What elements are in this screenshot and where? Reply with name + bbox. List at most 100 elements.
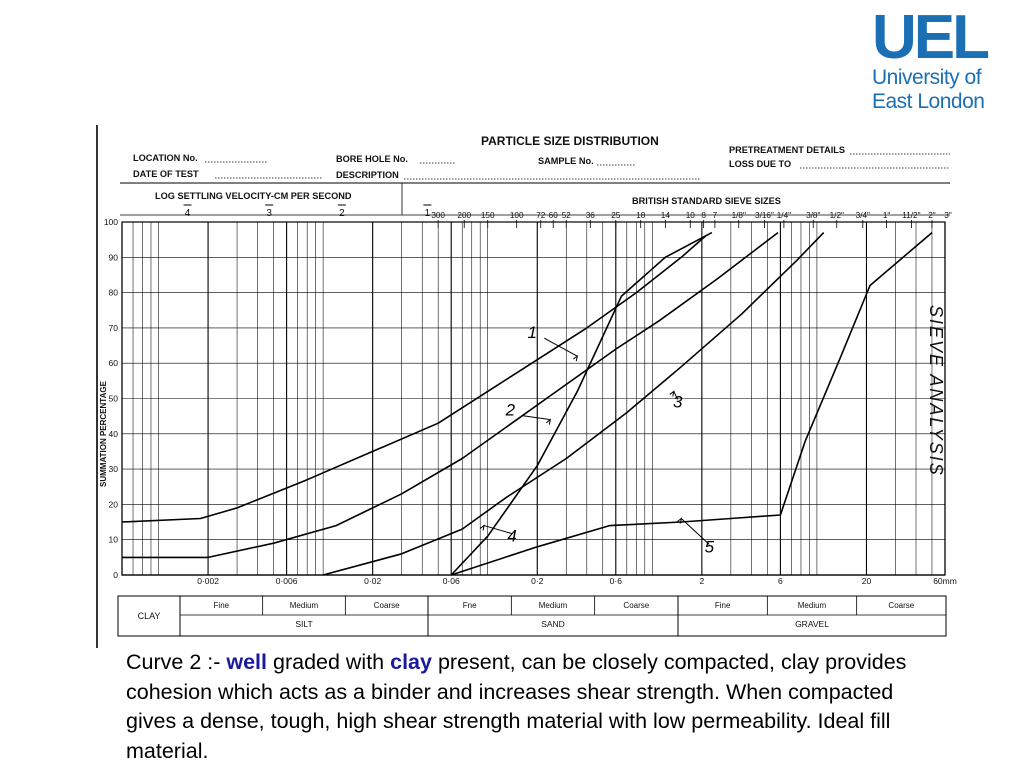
loss-field: LOSS DUE TO [729,159,791,169]
chart-series [121,231,933,576]
velocity-tick-label: 4 [185,208,191,219]
y-tick-label: 20 [109,499,119,509]
series-line-1 [121,235,706,523]
form-border [96,125,950,648]
sieve-tick-label: 60 [549,211,559,220]
annotation-4: 4 [479,524,517,546]
sieve-tick-label: 11/2" [902,211,920,220]
annotation-arrowhead [545,418,552,425]
caption-prefix: Curve 2 :- [126,650,227,674]
velocity-tick-label: 1 [425,208,431,219]
y-tick-label: 10 [109,535,119,545]
velocity-tick-label: 3 [266,208,272,219]
sieve-tick-label: 3/8" [806,211,820,220]
x-tick-label: 0·02 [364,576,381,586]
annotation-arrowhead [572,354,579,362]
class-sub-label: Medium [290,601,319,610]
y-tick-label: 40 [109,429,119,439]
annotation-arrow [673,391,679,400]
logo-name-line-2: East London [872,90,985,113]
velocity-tick-label: 2 [339,208,345,219]
series-line-3 [322,232,825,576]
class-sub-label: Fine [715,601,731,610]
sieve-tick-label: 8 [701,211,706,220]
class-sub-label: Coarse [888,601,914,610]
annotation-label: 2 [505,401,516,420]
sieve-tick-label: 1/8" [732,211,746,220]
annotation-arrowhead [479,524,485,531]
y-tick-label: 90 [109,252,119,262]
y-tick-label: 70 [109,323,119,333]
annotation-label: 1 [528,323,537,342]
sieve-tick-label: 52 [562,211,572,220]
x-tick-label: 60mm [933,576,957,586]
form-fill-lines [205,153,950,180]
x-tick-label: 0·002 [197,576,219,586]
annotation-arrowhead [669,390,675,397]
class-fraction-label: SILT [295,619,312,629]
annotation-arrow [522,415,551,421]
sieve-tick-label: 25 [611,211,621,220]
annotation-arrow [483,525,513,535]
class-sub-label: Fne [463,601,477,610]
form-title: PARTICLE SIZE DISTRIBUTION [481,134,659,148]
x-tick-label: 0·006 [276,576,298,586]
class-sub-label: Medium [798,601,827,610]
series-line-2 [122,231,779,559]
x-tick-label: 0·06 [443,576,460,586]
sieve-tick-label: 10 [686,211,696,220]
annotation-arrow [680,518,710,545]
sieve-tick-label: 100 [510,211,524,220]
annotation-arrow [544,337,578,357]
caption-highlight-well: well [226,650,268,674]
sieve-label: BRITISH STANDARD SIEVE SIZES [632,196,781,206]
sieve-tick-label: 2" [928,211,936,220]
caption-text: Curve 2 :- well graded with clay present… [126,648,926,766]
caption-highlight-clay: clay [390,650,432,674]
sieve-tick-label: 72 [536,211,546,220]
y-tick-label: 100 [104,217,118,227]
borehole-field: BORE HOLE No. [336,154,408,164]
sieve-tick-label: 1/2" [830,211,844,220]
class-sub-label: Fine [214,601,230,610]
x-tick-label: 2 [699,576,704,586]
series-line-4 [450,231,713,576]
classification-table: CLAY Fine Medium Coarse SILT Fne Medium Coarse S… [117,595,947,637]
date-field: DATE OF TEST [133,169,199,179]
annotation-5: 5 [677,517,715,557]
sieve-tick-label: 200 [457,211,471,220]
chart-gridlines [121,220,946,576]
x-tick-label: 0·2 [531,576,544,586]
location-field: LOCATION No. [133,153,198,163]
chart-axes [121,221,946,576]
chart-tick-labels: 0 10 20 30 40 50 60 70 80 90 100 0·002 0·006 0·02 0·06… [104,204,957,586]
class-fraction-label: SAND [541,619,565,629]
sieve-tick-label: 3" [944,211,952,220]
class-fraction-label: GRAVEL [795,619,829,629]
form-header: PARTICLE SIZE DISTRIBUTION LOCATION No. … [133,134,845,206]
annotation-label: 5 [705,538,715,557]
sieve-tick-label: 3/16" [755,211,774,220]
sieve-tick-label: 3/4" [856,211,870,220]
y-tick-label: 50 [109,394,119,404]
y-tick-label: 80 [109,288,119,298]
sieve-tick-label: 36 [586,211,596,220]
class-sub-label: Medium [539,601,568,610]
pretreatment-field: PRETREATMENT DETAILS [729,145,845,155]
logo-name-line-1: University of [872,66,982,89]
logo-mark: UEL [872,3,990,72]
sieve-tick-label: 1" [883,211,891,220]
y-axis-label: SUMMATION PERCENTAGE [99,380,108,487]
annotation-1: 1 [528,323,579,362]
x-tick-label: 6 [778,576,783,586]
description-field: DESCRIPTION [336,170,399,180]
annotation-2: 2 [505,401,552,425]
caption-mid: graded with [267,650,391,674]
class-table-frame [117,595,947,637]
log-velocity-label: LOG SETTLING VELOCITY-CM PER SECOND [155,191,352,201]
y-tick-label: 30 [109,464,119,474]
chart-annotations: 1 2 3 4 5 [479,323,715,557]
handwritten-side-label: SIEVE ANALYSIS [926,305,946,477]
class-sub-label: Coarse [623,601,649,610]
